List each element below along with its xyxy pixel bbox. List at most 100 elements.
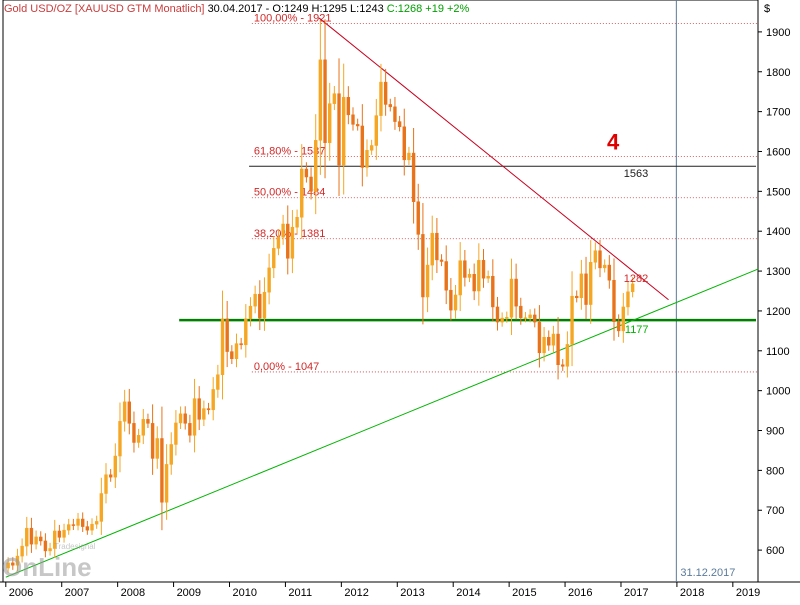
candle [337,58,341,196]
candle-body [626,291,630,308]
candle-body [388,104,392,108]
candle [99,477,104,535]
candle [323,19,327,179]
candle [411,128,416,224]
candle-body [132,423,136,443]
candle-body [281,223,285,238]
y-tick-label: 800 [766,465,784,477]
candle [588,240,593,324]
x-tick-label: 2019 [736,587,760,599]
candle [607,255,612,289]
candle-body [183,413,187,424]
candle-body [295,217,299,228]
candle [85,520,90,535]
candle [136,428,141,448]
candle-body [602,264,607,269]
candle [146,413,150,428]
candle [369,139,374,155]
candle [314,114,318,215]
candle-body [383,81,388,105]
candle-body [481,260,486,279]
candle-body [598,250,602,269]
support-level-label: 1177 [625,324,649,336]
candle [25,516,29,556]
candle-body [416,201,420,235]
candle [216,364,220,398]
candle [295,209,299,234]
candle-body [300,168,304,218]
y-tick-label: 900 [766,426,784,438]
candle [39,531,43,546]
candle [304,162,309,183]
candle-body [616,321,621,332]
candle-body [11,562,15,566]
candle [477,243,481,306]
candle-body [337,93,341,166]
y-axis-title: $ [764,3,770,15]
candle-body [439,259,444,262]
candle [127,388,131,435]
candle [365,139,369,177]
x-tick-label: 2010 [233,587,257,599]
candle [575,290,579,303]
candle [495,296,500,331]
candle [439,254,444,267]
y-tick-label: 1700 [766,107,790,119]
candle [435,217,439,273]
candle [258,280,262,331]
candle [290,210,295,274]
candle [467,268,472,283]
candle-body [286,223,290,259]
candle-body [104,474,108,494]
candle-body [211,389,215,411]
candle [132,411,136,453]
candle-body [533,314,537,323]
candle-body [519,305,523,318]
candle [192,378,197,453]
candle-body [230,351,234,360]
x-tick-label: 2007 [65,587,89,599]
candle-body [407,152,411,161]
candle-body [6,562,10,569]
candle-body [108,474,113,478]
change-label: C:1268 +19 +2% [386,3,470,15]
candle [80,512,85,533]
x-tick-label: 2012 [344,587,368,599]
y-tick-label: 1400 [766,226,790,238]
candle-body [90,523,94,531]
fib-level-label: 0,00% - 1047 [254,361,319,373]
candle [309,167,313,200]
candle-body [122,401,127,422]
tradesignal-watermark: Tradesignal OnLine [2,540,112,582]
candle-body [290,226,295,259]
candle-body [25,527,29,547]
candle [579,259,584,310]
x-tick-label: 2015 [512,587,536,599]
candle-body [537,321,542,354]
candle [141,408,145,445]
candle [71,518,76,531]
x-tick-label: 2014 [456,587,480,599]
candle [616,314,621,337]
candle-body [62,529,66,538]
candle [556,317,560,380]
candle-body [458,260,462,296]
candle-body [556,333,560,365]
candle-body [155,438,159,459]
candle [388,98,392,112]
candle [67,518,71,535]
candle-body [411,152,416,202]
candle-body [248,305,253,320]
candle-body [276,236,281,249]
candle-body [20,545,24,557]
chart-header: Gold USD/OZ [XAUUSD GTM Monatlich] 30.04… [4,3,469,15]
candle [230,345,234,365]
candle-body [314,140,318,192]
candle-body [486,276,490,279]
candle [630,277,635,298]
candle [6,557,10,573]
candle-body [216,374,220,390]
candle-body [43,540,48,552]
candle-body [505,317,509,319]
watermark-small: Tradesignal [54,542,96,551]
